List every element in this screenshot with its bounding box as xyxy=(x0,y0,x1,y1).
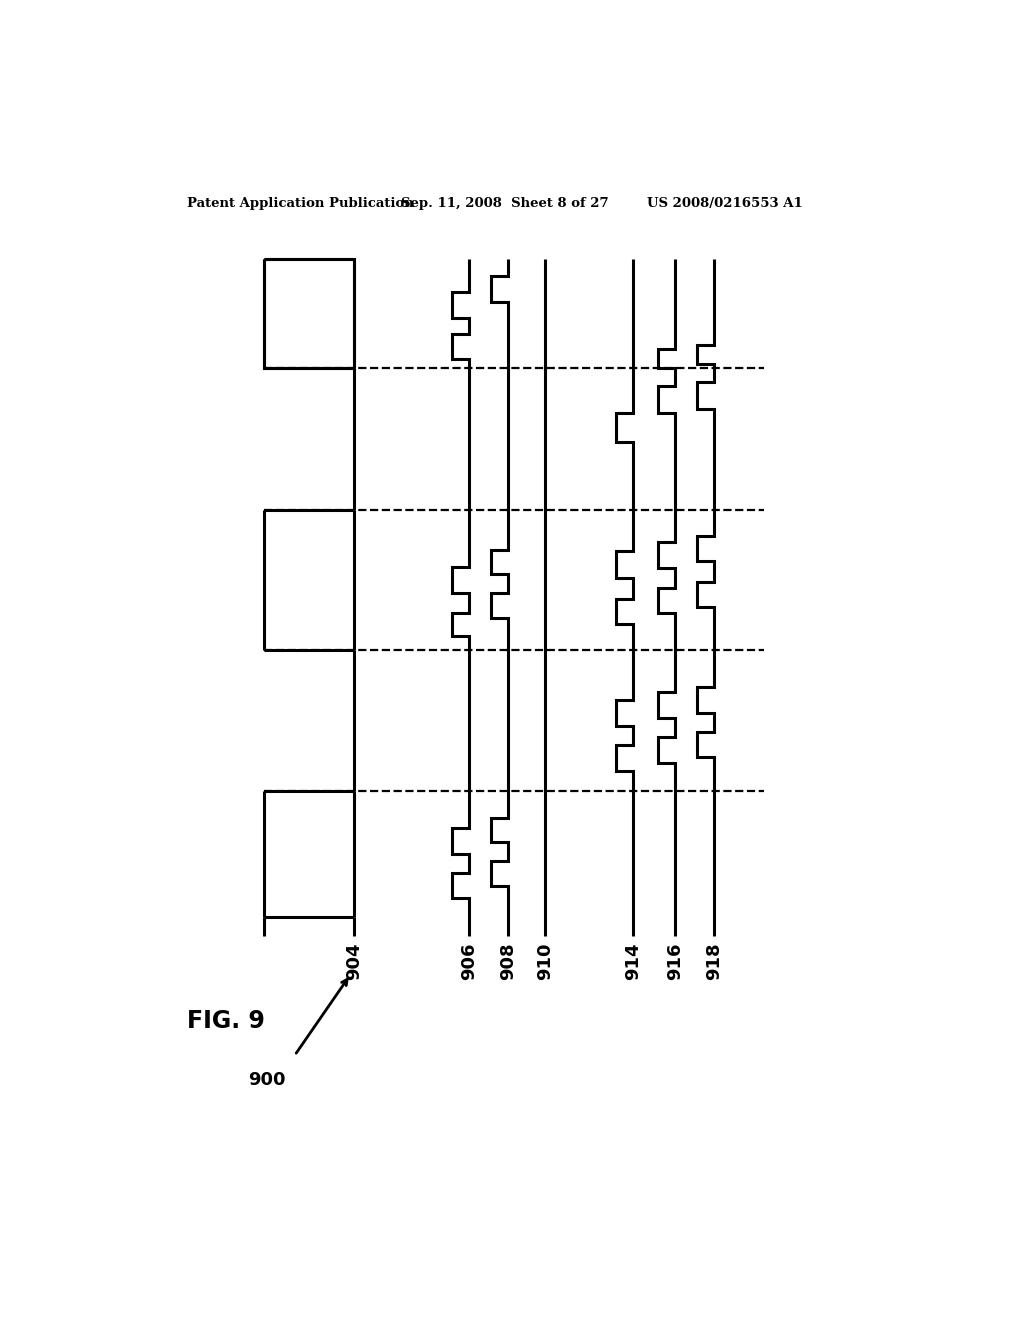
Text: 908: 908 xyxy=(499,942,517,979)
Text: US 2008/0216553 A1: US 2008/0216553 A1 xyxy=(647,197,803,210)
Text: 906: 906 xyxy=(460,942,478,979)
Text: 900: 900 xyxy=(248,1071,286,1089)
Text: FIG. 9: FIG. 9 xyxy=(187,1010,265,1034)
Text: Sep. 11, 2008  Sheet 8 of 27: Sep. 11, 2008 Sheet 8 of 27 xyxy=(400,197,608,210)
Text: 910: 910 xyxy=(536,942,554,979)
Text: Patent Application Publication: Patent Application Publication xyxy=(187,197,414,210)
Text: 914: 914 xyxy=(625,942,642,979)
Text: 904: 904 xyxy=(345,942,364,979)
Text: 918: 918 xyxy=(705,942,723,979)
Text: 916: 916 xyxy=(667,942,684,979)
